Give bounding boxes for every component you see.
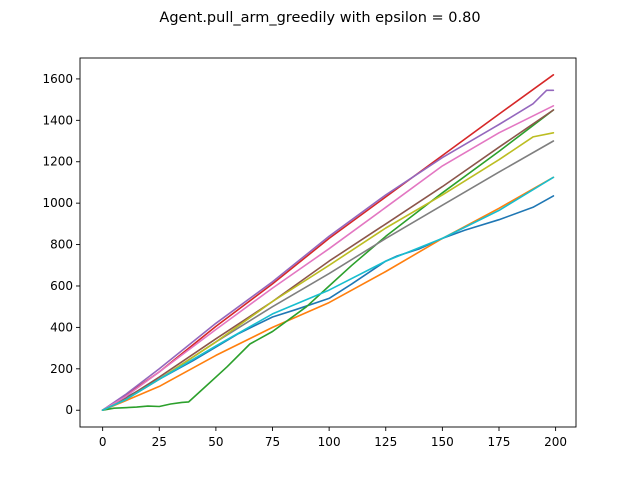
y-tick-label: 800 xyxy=(50,238,73,252)
y-tick-label: 1000 xyxy=(42,196,73,210)
x-tick-label: 175 xyxy=(488,435,511,449)
x-tick-label: 50 xyxy=(208,435,223,449)
series-line-7 xyxy=(101,105,555,412)
y-tick-label: 600 xyxy=(50,279,73,293)
chart-title: Agent.pull_arm_greedily with epsilon = 0… xyxy=(159,10,480,26)
series-line-3 xyxy=(101,109,555,412)
y-tick-label: 1200 xyxy=(42,155,73,169)
series-line-6 xyxy=(101,109,555,412)
y-tick-label: 1600 xyxy=(42,72,73,86)
y-tick-label: 400 xyxy=(50,320,73,334)
plot-frame xyxy=(79,57,577,428)
y-tick-label: 1400 xyxy=(42,113,73,127)
y-tick-label: 200 xyxy=(50,362,73,376)
x-tick-label: 0 xyxy=(99,435,107,449)
series-line-1 xyxy=(101,195,555,412)
series-line-9 xyxy=(101,132,555,412)
x-axis: 0 25 50 75 100 125 150 175 200 xyxy=(99,427,567,449)
x-tick-label: 100 xyxy=(318,435,341,449)
x-tick-label: 150 xyxy=(431,435,454,449)
x-tick-label: 75 xyxy=(265,435,280,449)
series-line-5 xyxy=(101,89,555,412)
series-group xyxy=(101,74,555,412)
y-axis: 0 200 400 600 800 1000 1200 1400 1600 xyxy=(42,72,80,417)
series-line-10 xyxy=(101,176,555,412)
series-line-2 xyxy=(101,176,555,412)
x-tick-label: 200 xyxy=(544,435,567,449)
x-tick-label: 125 xyxy=(374,435,397,449)
y-tick-label: 0 xyxy=(65,403,73,417)
x-tick-label: 25 xyxy=(152,435,167,449)
